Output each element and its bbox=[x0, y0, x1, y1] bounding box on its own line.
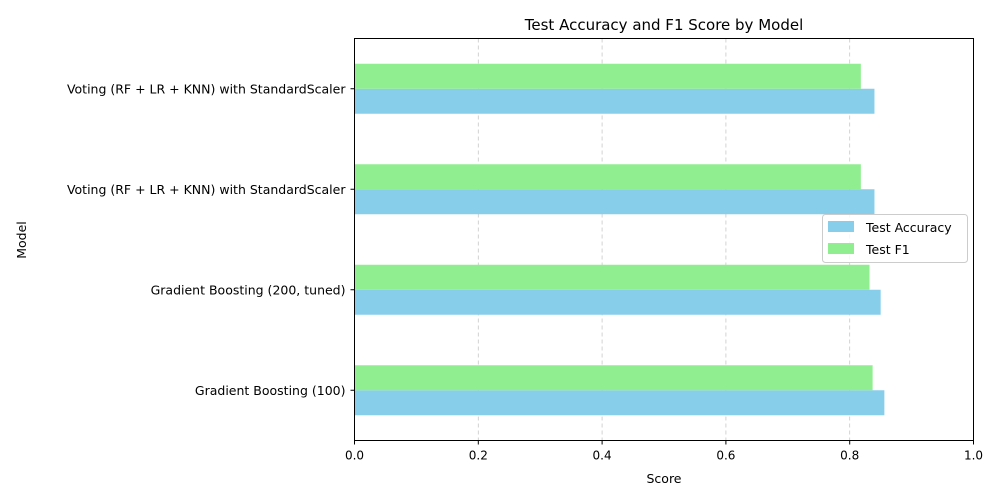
bars bbox=[354, 63, 885, 416]
bar-test-f1 bbox=[354, 164, 861, 190]
x-axis-label: Score bbox=[646, 471, 681, 486]
legend-swatch-accuracy bbox=[828, 221, 854, 232]
bar-test-accuracy bbox=[354, 189, 875, 215]
bar-test-f1 bbox=[354, 365, 873, 391]
y-tick-label: Gradient Boosting (200, tuned) bbox=[151, 282, 346, 297]
legend-swatch-f1 bbox=[828, 243, 854, 254]
bar-test-accuracy bbox=[354, 88, 875, 114]
x-tick-label: 0.6 bbox=[716, 449, 735, 463]
legend-label-accuracy: Test Accuracy bbox=[865, 220, 952, 235]
bar-test-accuracy bbox=[354, 390, 885, 416]
plot-frame bbox=[354, 38, 974, 441]
x-tick-label: 1.0 bbox=[964, 449, 983, 463]
bar-test-accuracy bbox=[354, 289, 881, 315]
x-tick-label: 0.0 bbox=[345, 449, 364, 463]
legend-label-f1: Test F1 bbox=[865, 242, 910, 257]
legend: Test Accuracy Test F1 bbox=[822, 214, 968, 263]
x-tick-label: 0.4 bbox=[593, 449, 612, 463]
y-tick-label: Gradient Boosting (100) bbox=[195, 383, 346, 398]
bar-test-f1 bbox=[354, 63, 861, 89]
legend-box bbox=[822, 214, 968, 263]
bar-test-f1 bbox=[354, 264, 870, 290]
x-axis-ticks: 0.0 0.2 0.4 0.6 0.8 1.0 bbox=[345, 440, 983, 463]
y-axis-label: Model bbox=[14, 221, 29, 259]
x-tick-label: 0.2 bbox=[469, 449, 488, 463]
chart-title: Test Accuracy and F1 Score by Model bbox=[524, 16, 803, 34]
y-tick-label: Voting (RF + LR + KNN) with StandardScal… bbox=[67, 81, 346, 96]
y-axis-ticks: Gradient Boosting (100) Gradient Boosting… bbox=[67, 81, 355, 398]
y-tick-label: Voting (RF + LR + KNN) with StandardScal… bbox=[67, 182, 346, 197]
x-tick-label: 0.8 bbox=[840, 449, 859, 463]
